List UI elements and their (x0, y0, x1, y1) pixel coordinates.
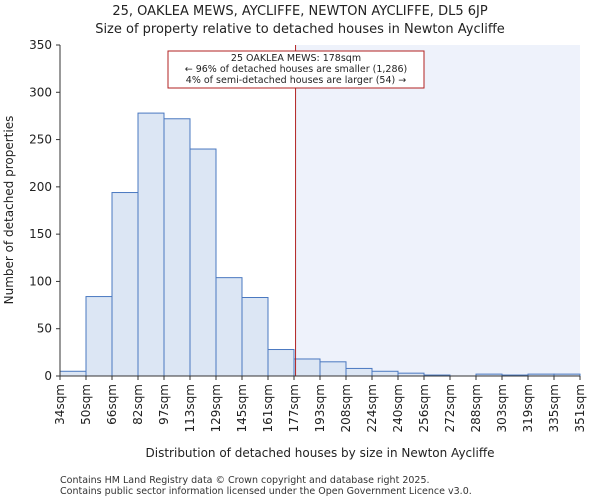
footer-line-2: Contains public sector information licen… (60, 486, 472, 497)
bar (189, 148, 217, 377)
y-tick-label: 100 (29, 274, 52, 288)
bar (137, 112, 165, 377)
x-tick-label: 82sqm (131, 384, 145, 425)
x-tick-label: 208sqm (339, 384, 353, 432)
x-tick-label: 129sqm (209, 384, 223, 432)
x-tick-label: 256sqm (417, 384, 431, 432)
x-tick-label: 351sqm (573, 384, 587, 432)
y-tick-label: 250 (29, 133, 52, 147)
annotation-border (167, 50, 425, 89)
x-tick-label: 335sqm (547, 384, 561, 432)
bar (85, 296, 113, 377)
chart-subtitle: Size of property relative to detached ho… (95, 22, 505, 37)
x-tick-label: 97sqm (157, 384, 171, 425)
y-tick-label: 50 (37, 322, 52, 336)
x-tick-label: 161sqm (261, 384, 275, 432)
x-tick-label: 319sqm (521, 384, 535, 432)
bar (111, 192, 139, 377)
x-tick-label: 288sqm (469, 384, 483, 432)
y-tick-label: 150 (29, 227, 52, 241)
x-tick-label: 272sqm (443, 384, 457, 432)
y-tick-label: 0 (44, 369, 52, 383)
x-tick-label: 240sqm (391, 384, 405, 432)
y-axis-title: Number of detached properties (2, 116, 16, 305)
bar (293, 358, 321, 377)
x-tick-label: 224sqm (365, 384, 379, 432)
bar (319, 361, 347, 377)
x-tick-label: 66sqm (105, 384, 119, 425)
x-tick-label: 303sqm (495, 384, 509, 432)
y-tick-label: 300 (29, 85, 52, 99)
bar (267, 349, 295, 377)
annotation-box: 25 OAKLEA MEWS: 178sqm ← 96% of detached… (167, 50, 425, 89)
bar (345, 367, 373, 377)
y-tick-label: 200 (29, 180, 52, 194)
footer-line-1: Contains HM Land Registry data © Crown c… (60, 475, 430, 486)
plot-area: 0 50 100 150 200 250 300 350 34sqm 50sqm 66sqm 82sq… (29, 38, 587, 432)
x-axis-title: Distribution of detached houses by size … (146, 446, 495, 460)
bar (215, 277, 243, 377)
bar (241, 297, 269, 377)
annotation-line-1: 25 OAKLEA MEWS: 178sqm (231, 53, 361, 64)
x-tick-label: 113sqm (183, 384, 197, 432)
larger-region (295, 45, 580, 376)
bar (371, 370, 399, 377)
x-tick-label: 193sqm (313, 384, 327, 432)
x-tick-label: 50sqm (79, 384, 93, 425)
x-tick-label: 34sqm (53, 384, 67, 425)
x-tick-label: 145sqm (235, 384, 249, 432)
x-tick-label: 177sqm (287, 384, 301, 432)
y-tick-label: 350 (29, 38, 52, 52)
bar (59, 370, 87, 377)
bar (163, 118, 191, 377)
chart-title: 25, OAKLEA MEWS, AYCLIFFE, NEWTON AYCLIF… (112, 4, 487, 19)
annotation-line-2: ← 96% of detached houses are smaller (1,… (185, 64, 408, 75)
annotation-line-3: 4% of semi-detached houses are larger (5… (186, 75, 406, 86)
